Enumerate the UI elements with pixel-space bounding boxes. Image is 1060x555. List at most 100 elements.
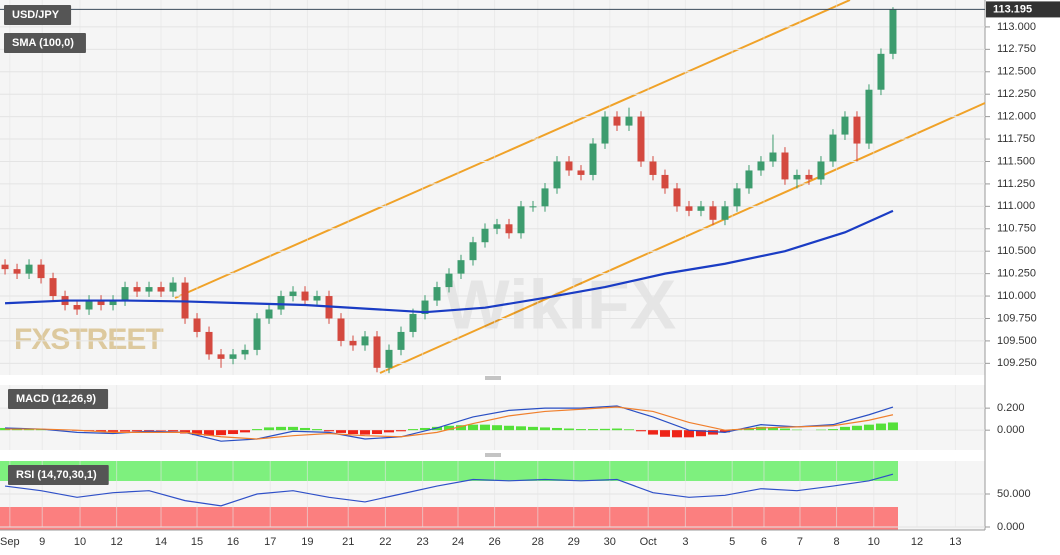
- candle-body: [445, 273, 453, 288]
- histogram-bar: [168, 430, 179, 432]
- candle-body: [481, 228, 489, 243]
- candle-body: [577, 170, 585, 175]
- x-tick-label: 12: [911, 536, 923, 548]
- panel-title: USD/JPY: [12, 9, 60, 21]
- histogram-bar: [659, 430, 670, 437]
- y-tick-label: 110.750: [997, 223, 1036, 235]
- histogram-bar: [491, 425, 502, 431]
- y-tick-label: 0.000: [997, 424, 1025, 436]
- x-tick-label: 21: [342, 536, 354, 548]
- candle-body: [673, 188, 681, 207]
- candle-body: [709, 206, 717, 220]
- candle-body: [145, 287, 153, 292]
- histogram-bar: [683, 430, 694, 438]
- candle-body: [73, 305, 81, 310]
- histogram-bar: [156, 430, 167, 431]
- histogram-bar: [192, 430, 203, 436]
- x-tick-label: 12: [111, 536, 123, 548]
- candle-body: [661, 174, 669, 189]
- candle-body: [97, 300, 105, 306]
- candle-body: [133, 287, 141, 292]
- histogram-bar: [240, 430, 251, 433]
- candle-body: [37, 264, 45, 279]
- histogram-bar: [503, 425, 514, 431]
- candle-body: [553, 161, 561, 189]
- macd-panel: [0, 385, 985, 450]
- panel-title: RSI (14,70,30,1): [16, 469, 97, 481]
- candle-body: [229, 354, 237, 359]
- candle-body: [337, 318, 345, 341]
- histogram-bar: [276, 426, 287, 431]
- candle-body: [805, 174, 813, 180]
- candle-body: [49, 278, 57, 297]
- candle-body: [493, 224, 501, 229]
- y-tick-label: 111.750: [997, 133, 1035, 145]
- candle-body: [733, 188, 741, 207]
- histogram-bar: [779, 428, 790, 431]
- x-tick-label: 30: [604, 536, 616, 548]
- candle-body: [601, 116, 609, 144]
- candle-body: [697, 206, 705, 211]
- histogram-bar: [384, 430, 395, 433]
- y-tick-label: 109.250: [997, 357, 1037, 369]
- histogram-bar: [408, 429, 419, 431]
- candle-body: [745, 170, 753, 189]
- histogram-bar: [444, 425, 455, 431]
- x-tick-label: 19: [301, 536, 313, 548]
- candle-body: [301, 291, 309, 301]
- histogram-bar: [527, 426, 538, 431]
- y-tick-label: 109.500: [997, 335, 1037, 347]
- histogram-bar: [551, 427, 562, 431]
- histogram-bar: [887, 422, 898, 431]
- histogram-bar: [635, 430, 646, 432]
- candle-body: [157, 287, 165, 292]
- histogram-bar: [671, 430, 682, 438]
- x-tick-label: 24: [452, 536, 464, 548]
- candle-body: [361, 336, 369, 346]
- candle-body: [409, 313, 417, 332]
- y-tick-label: 112.500: [997, 66, 1036, 78]
- lower-channel-line: [379, 102, 986, 374]
- watermark: FXSTREET: [14, 323, 163, 356]
- x-tick-label: 28: [532, 536, 544, 548]
- histogram-bar: [204, 430, 215, 436]
- candle-body: [721, 206, 729, 220]
- candle-body: [421, 300, 429, 314]
- price-panel: [0, 0, 985, 375]
- histogram-bar: [264, 427, 275, 431]
- y-tick-label: 110.000: [997, 290, 1036, 302]
- candle-body: [865, 89, 873, 144]
- indicator-line: [5, 406, 894, 440]
- histogram-bar: [216, 430, 227, 436]
- candle-body: [85, 300, 93, 310]
- candle-body: [397, 331, 405, 350]
- histogram-bar: [827, 429, 838, 431]
- y-tick-label: 50.000: [997, 488, 1031, 500]
- x-tick-label: 8: [834, 536, 840, 548]
- y-tick-label: 110.250: [997, 268, 1036, 280]
- histogram-bar: [791, 429, 802, 431]
- x-tick-label: 26: [488, 536, 500, 548]
- histogram-bar: [563, 428, 574, 431]
- histogram-bar: [695, 430, 706, 437]
- y-tick-label: 112.000: [997, 111, 1036, 123]
- histogram-bar: [120, 430, 131, 432]
- x-tick-label: 23: [416, 536, 428, 548]
- candle-body: [853, 116, 861, 144]
- x-tick-label: Sep: [0, 536, 20, 548]
- y-tick-label: 109.750: [997, 312, 1037, 324]
- candle-body: [277, 296, 285, 310]
- histogram-bar: [372, 430, 383, 435]
- label-box: [4, 33, 86, 53]
- candle-body: [565, 161, 573, 171]
- x-tick-label: 7: [797, 536, 803, 548]
- histogram-bar: [252, 429, 263, 431]
- candle-body: [817, 161, 825, 180]
- candle-body: [313, 296, 321, 301]
- candle-body: [649, 161, 657, 175]
- candle-body: [781, 152, 789, 180]
- panel-title: MACD (12,26,9): [16, 393, 96, 405]
- histogram-bar: [324, 430, 335, 432]
- candle-body: [289, 291, 297, 297]
